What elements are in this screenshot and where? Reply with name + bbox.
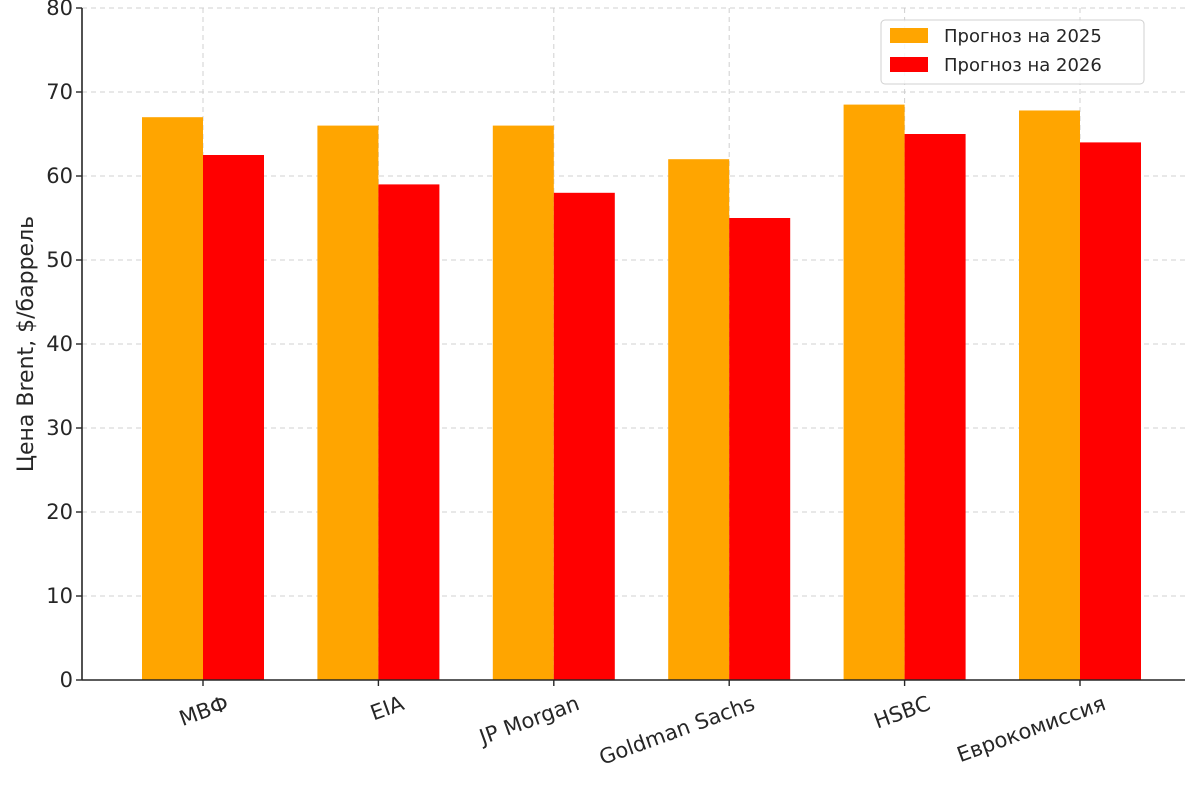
legend-swatch-1	[890, 57, 928, 72]
bar-0-2	[492, 125, 554, 681]
bar-1-2	[553, 192, 615, 681]
bar-1-5	[1080, 142, 1141, 680]
y-tick-labels: 0 10 20 30 40 50 60 70 80	[46, 0, 82, 692]
bar-1-0	[203, 155, 264, 680]
x-tick-label-2: JP Morgan	[474, 691, 582, 750]
y-tick-label-2: 20	[46, 500, 73, 524]
y-tick-label-4: 40	[46, 332, 73, 356]
bar-0-3	[668, 159, 730, 680]
y-tick-label-6: 60	[46, 164, 73, 188]
x-tick-label-4: HSBC	[871, 691, 934, 733]
bar-0-4	[843, 104, 905, 681]
legend-box	[880, 19, 1145, 85]
legend: Прогноз на 2025 Прогноз на 2026	[880, 19, 1145, 85]
x-tick-label-3: Goldman Sachs	[596, 691, 758, 770]
legend-swatch-0	[890, 28, 928, 43]
y-tick-label-1: 10	[46, 584, 73, 608]
bar-0-0	[142, 117, 203, 680]
y-tick-label-0: 0	[60, 668, 73, 692]
y-tick-label-8: 80	[46, 0, 73, 20]
bar-1-4	[904, 134, 966, 680]
bar-1-3	[729, 218, 791, 680]
x-tick-label-0: МВФ	[176, 691, 232, 731]
legend-label-0: Прогноз на 2025	[944, 26, 1102, 47]
y-tick-label-7: 70	[46, 80, 73, 104]
bar-0-1	[317, 125, 379, 681]
legend-label-1: Прогноз на 2026	[944, 55, 1102, 76]
bar-0-5	[1019, 110, 1080, 681]
y-axis-title: Цена Brent, $/баррель	[14, 216, 39, 472]
bar-1-1	[378, 184, 440, 680]
bars-layer	[142, 104, 1141, 681]
y-tick-label-3: 30	[46, 416, 73, 440]
x-tick-label-1: EIA	[367, 691, 408, 725]
y-tick-label-5: 50	[46, 248, 73, 272]
x-tick-labels: МВФ EIA JP Morgan Goldman Sachs HSBC Еврокоми…	[176, 680, 1109, 770]
x-tick-label-5: Еврокомиссия	[954, 691, 1109, 767]
